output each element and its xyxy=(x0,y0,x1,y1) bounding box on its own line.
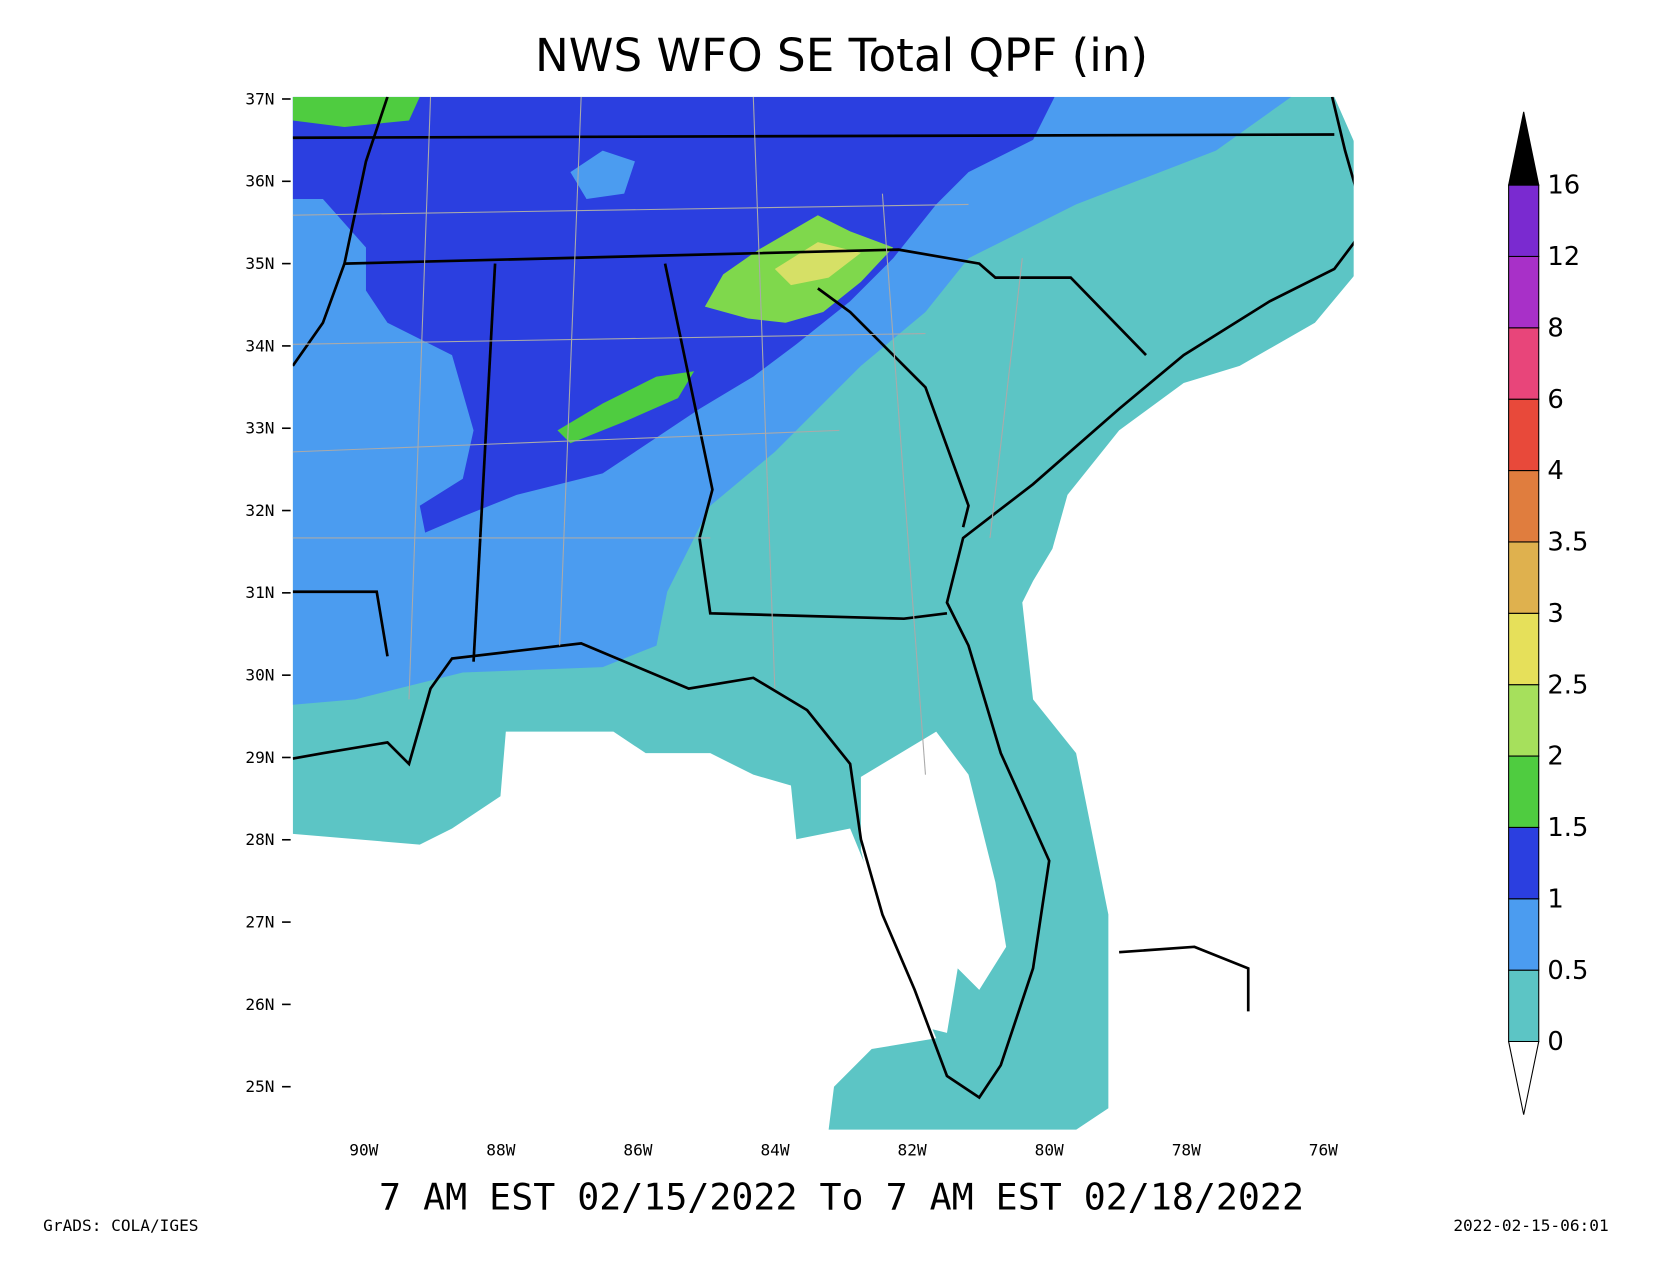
colorbar-label: 0 xyxy=(1547,1027,1563,1057)
footer-left: GrADS: COLA/IGES xyxy=(43,1216,198,1235)
colorbar-label: 12 xyxy=(1547,242,1580,272)
axes: 37N 36N 35N 34N 33N 32N 31N 30N 29N 28N 27N 26N 25N 9… xyxy=(245,89,1338,1159)
colorbar-band xyxy=(1508,684,1540,757)
lon-label: 88W xyxy=(486,1141,515,1160)
lon-label: 84W xyxy=(760,1141,789,1160)
boundaries xyxy=(292,96,1354,1100)
lat-label: 26N xyxy=(245,995,274,1014)
colorbar-label: 2 xyxy=(1547,742,1563,772)
lon-label: 90W xyxy=(349,1141,378,1160)
colorbar-band xyxy=(1508,541,1540,614)
colorbar-label: 4 xyxy=(1547,456,1563,486)
lat-label: 28N xyxy=(245,830,274,849)
colorbar-band xyxy=(1508,398,1540,472)
lon-label: 80W xyxy=(1035,1141,1064,1160)
lat-label: 34N xyxy=(245,336,274,355)
lat-label: 30N xyxy=(245,666,274,685)
colorbar-band xyxy=(1508,255,1540,329)
county-lines xyxy=(292,96,1023,775)
colorbar-band xyxy=(1508,826,1540,900)
lat-label: 29N xyxy=(245,748,274,767)
map xyxy=(292,96,1354,1130)
colorbar-label: 2.5 xyxy=(1547,670,1588,700)
lat-label: 37N xyxy=(245,89,274,108)
qpf-2.5-3 xyxy=(774,242,861,286)
colorbar-band xyxy=(1508,327,1540,400)
lat-label: 35N xyxy=(245,254,274,273)
title: NWS WFO SE Total QPF (in) xyxy=(535,29,1148,82)
colorbar-band xyxy=(1508,612,1540,686)
colorbar-band xyxy=(1508,755,1540,828)
colorbar-band xyxy=(1508,898,1540,971)
colorbar-below xyxy=(1507,1040,1540,1115)
lat-label: 27N xyxy=(245,912,274,931)
lon-label: 82W xyxy=(898,1141,927,1160)
lon-label: 86W xyxy=(623,1141,652,1160)
colorbar-label: 8 xyxy=(1547,313,1563,343)
lat-label: 25N xyxy=(245,1077,274,1096)
colorbar-band xyxy=(1508,470,1540,543)
dry-florida xyxy=(860,731,1007,1033)
colorbar-label: 3 xyxy=(1547,599,1563,629)
qpf-0.5-1-patch xyxy=(570,150,635,200)
lat-label: 36N xyxy=(245,172,274,191)
footer-right: 2022-02-15-06:01 xyxy=(1453,1216,1608,1235)
qpf-1.5-2 xyxy=(557,371,695,444)
colorbar-band xyxy=(1508,969,1540,1043)
colorbar-label: 1.5 xyxy=(1547,813,1588,843)
colorbar: 0 0.5 1 1.5 2 2.5 3 3.5 4 6 8 12 16 xyxy=(1507,111,1588,1115)
colorbar-label: 0.5 xyxy=(1547,956,1588,986)
colorbar-label: 16 xyxy=(1547,171,1580,201)
colorbar-label: 1 xyxy=(1547,884,1563,914)
colorbar-band xyxy=(1508,184,1540,257)
colorbar-above xyxy=(1507,111,1540,186)
lat-label: 32N xyxy=(245,501,274,520)
lat-label: 31N xyxy=(245,583,274,602)
lon-label: 78W xyxy=(1172,1141,1201,1160)
colorbar-label: 6 xyxy=(1547,385,1563,415)
colorbar-label: 3.5 xyxy=(1547,528,1588,558)
subtitle: 7 AM EST 02/15/2022 To 7 AM EST 02/18/20… xyxy=(379,1175,1304,1218)
qpf-1.5-2 xyxy=(292,96,420,127)
lon-label: 76W xyxy=(1309,1141,1338,1160)
lat-label: 33N xyxy=(245,419,274,438)
